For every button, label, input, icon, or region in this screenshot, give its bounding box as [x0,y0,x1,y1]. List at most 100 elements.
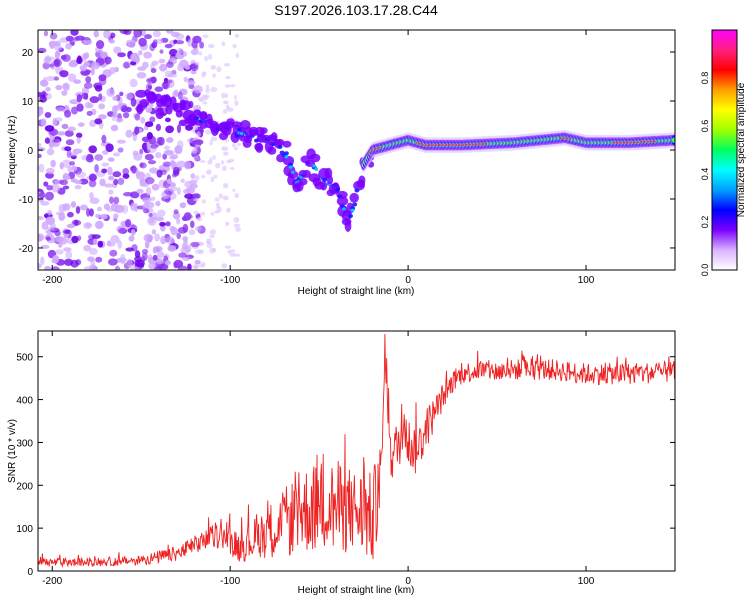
heatmap-cell [236,142,241,147]
top-x-axis-label: Height of straight line (km) [298,286,415,297]
heatmap-cell [46,148,55,156]
heatmap-cell [233,223,241,228]
heatmap-cell [157,209,166,217]
bottom-x-axis-label: Height of straight line (km) [298,585,415,596]
heatmap-cell [223,182,229,189]
heatmap-cell [270,132,278,142]
heatmap-cell [190,173,196,179]
heatmap-cell [282,140,292,148]
heatmap-cell [229,158,235,163]
heatmap-cell [671,138,675,143]
heatmap-cell [221,146,229,152]
heatmap-cell [176,124,182,134]
heatmap-cell [182,223,189,233]
heatmap-cell [46,185,53,191]
heatmap-cell [82,53,89,60]
heatmap-cell [70,201,77,208]
heatmap-cell [226,107,234,112]
heatmap-cell [145,177,155,185]
heatmap-cell [75,35,85,41]
heatmap-cell [191,40,198,49]
heatmap-cell [63,258,74,266]
heatmap-cell [52,254,60,264]
heatmap-cell [195,61,200,66]
heatmap-cell [183,188,191,195]
heatmap-cell [114,104,122,111]
heatmap-cell [326,175,334,185]
heatmap-cell [108,189,114,195]
heatmap-cell [126,258,133,268]
heatmap-cell [197,97,204,101]
heatmap-cell [76,103,84,112]
heatmap-cell [89,248,98,255]
heatmap-cell [194,226,202,232]
heatmap-cell [104,183,114,188]
heatmap-cell [274,138,285,146]
heatmap-cell [234,192,239,198]
heatmap-cell [94,118,103,125]
heatmap-cell [164,260,171,266]
heatmap-cell [164,117,171,123]
heatmap-cell [38,107,44,116]
heatmap-cell [210,211,215,216]
heatmap-cell [194,259,201,265]
heatmap-cell [104,56,112,65]
heatmap-cell [222,109,228,114]
heatmap-cell [144,240,150,249]
heatmap-cell [150,67,157,74]
heatmap-cell [206,241,212,245]
heatmap-cell [113,46,122,54]
heatmap-cell [113,213,119,220]
heatmap-cell [335,187,341,192]
heatmap-cell [74,185,82,190]
heatmap-cell [83,61,91,67]
heatmap-cell [76,171,87,179]
colorbar-label: Normalized spectral amplitude [736,82,747,217]
heatmap-cell [175,33,185,40]
heatmap-cell [71,235,79,244]
heatmap-cell [189,179,198,185]
snr-series-line [38,333,675,568]
heatmap-cell [199,41,205,49]
heatmap-cell [165,221,171,227]
heatmap-cell [190,241,200,248]
heatmap-cell [342,207,346,211]
heatmap-cell [89,119,97,128]
heatmap-cell [154,216,165,222]
bottom-y-tick-label: 0 [27,567,33,578]
heatmap-cell [164,43,173,49]
heatmap-cell [129,53,139,62]
heatmap-cell [133,30,143,38]
heatmap-cell [234,33,240,38]
heatmap-cell [55,117,63,122]
heatmap-cell [198,112,208,120]
heatmap-cell [202,34,209,38]
heatmap-cell [143,51,152,59]
heatmap-cell [158,63,168,72]
heatmap-cell [53,58,62,68]
heatmap-cell [55,249,64,255]
heatmap-cell [103,203,111,211]
heatmap-cell [90,67,95,76]
heatmap-cell [133,152,143,161]
heatmap-cell [214,162,221,169]
heatmap-cell [165,30,174,34]
heatmap-cell [49,32,58,40]
heatmap-cell [164,79,173,84]
heatmap-cell [195,249,202,254]
heatmap-cell [58,212,66,222]
heatmap-cell [210,176,215,183]
heatmap-cell [62,175,71,181]
heatmap-cell [86,110,93,117]
heatmap-cell [169,160,176,166]
heatmap-cell [192,193,201,200]
heatmap-cell [259,127,268,134]
heatmap-cell [202,101,208,105]
heatmap-cell [148,216,155,224]
heatmap-cell [120,253,126,262]
heatmap-cell [110,235,120,244]
heatmap-cell [135,171,141,177]
heatmap-cell [155,258,164,265]
heatmap-cell [71,106,78,115]
